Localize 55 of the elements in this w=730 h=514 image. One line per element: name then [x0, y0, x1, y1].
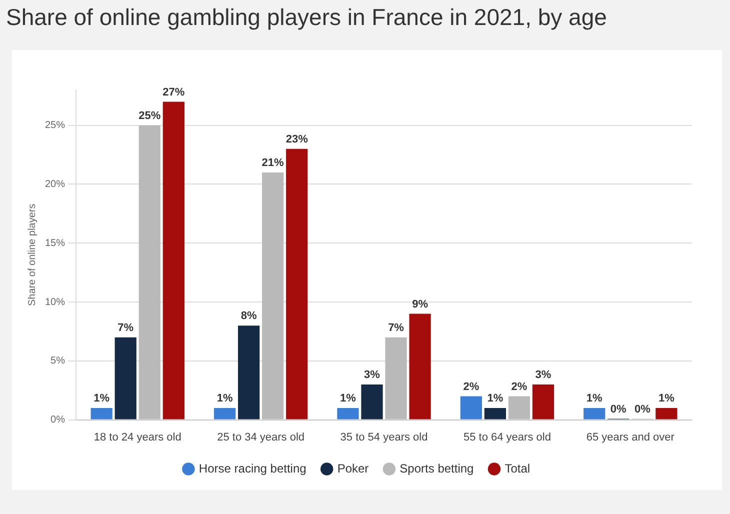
legend-label: Total	[504, 461, 530, 476]
legend-label: Horse racing betting	[198, 461, 306, 476]
bar	[385, 337, 407, 420]
data-label: 2%	[511, 380, 528, 393]
data-label: 27%	[162, 86, 185, 98]
data-label: 9%	[412, 298, 428, 310]
data-label: 7%	[118, 322, 134, 334]
bar	[262, 172, 284, 420]
legend-label: Poker	[337, 461, 369, 476]
y-tick-label: 0%	[50, 414, 66, 426]
data-label: 1%	[487, 392, 504, 405]
y-tick-label: 10%	[45, 296, 66, 308]
chart-title: Share of online gambling players in France in 2021, by age	[6, 4, 607, 31]
y-axis-title: Share of online players	[26, 204, 38, 306]
bar	[114, 337, 136, 420]
y-tick-label: 15%	[45, 238, 66, 249]
bar	[532, 384, 554, 420]
x-tick-label: 55 to 64 years old	[463, 431, 551, 444]
bar	[409, 314, 431, 420]
y-tick-label: 5%	[50, 356, 66, 367]
bar	[162, 102, 184, 420]
bar	[460, 396, 482, 420]
data-label: 2%	[463, 380, 480, 393]
bar	[238, 326, 260, 420]
data-label: 0%	[634, 403, 651, 416]
x-tick-label: 25 to 34 years old	[217, 431, 305, 444]
bar	[361, 384, 383, 420]
bar	[584, 408, 606, 420]
y-tick-label: 25%	[45, 120, 66, 132]
x-tick-label: 65 years and over	[586, 431, 675, 444]
bar	[138, 125, 160, 420]
y-tick-label: 20%	[45, 178, 66, 190]
legend-label: Sports betting	[400, 461, 474, 476]
data-label: 3%	[535, 368, 552, 381]
bar	[656, 408, 678, 420]
bar	[508, 396, 530, 420]
bar	[484, 408, 506, 420]
data-label: 1%	[340, 392, 356, 405]
bar	[337, 408, 359, 420]
data-label: 1%	[658, 392, 675, 405]
data-label: 1%	[94, 392, 110, 405]
data-label: 0%	[610, 403, 627, 416]
data-label: 25%	[138, 110, 161, 122]
bar	[286, 148, 308, 420]
x-tick-label: 18 to 24 years old	[94, 431, 182, 444]
data-label: 1%	[216, 392, 233, 405]
bar	[214, 408, 236, 420]
bar	[90, 408, 112, 420]
data-label: 23%	[286, 133, 308, 146]
data-label: 1%	[586, 392, 603, 405]
data-label: 3%	[364, 368, 380, 381]
data-label: 7%	[388, 322, 404, 334]
data-label: 8%	[240, 310, 257, 322]
x-tick-label: 35 to 54 years old	[340, 431, 428, 444]
data-label: 21%	[262, 156, 284, 169]
